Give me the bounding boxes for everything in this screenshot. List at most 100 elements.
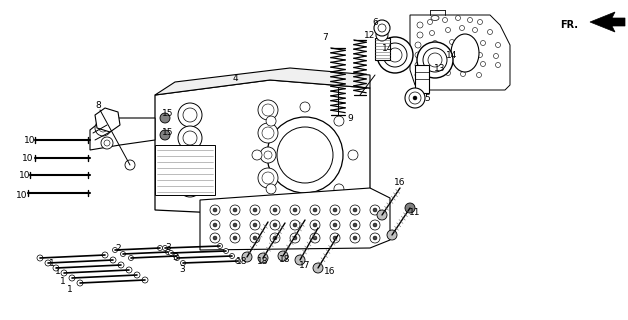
Text: FR.: FR. xyxy=(560,20,578,30)
Circle shape xyxy=(102,252,108,258)
Text: 18: 18 xyxy=(257,258,269,267)
Circle shape xyxy=(430,71,435,76)
Circle shape xyxy=(160,113,170,123)
Circle shape xyxy=(353,208,357,212)
Circle shape xyxy=(262,172,274,184)
Text: 10: 10 xyxy=(16,190,28,199)
Circle shape xyxy=(53,265,59,271)
Text: 15: 15 xyxy=(162,108,174,117)
Circle shape xyxy=(472,28,477,33)
Circle shape xyxy=(258,123,278,143)
Circle shape xyxy=(348,150,358,160)
Circle shape xyxy=(236,259,241,263)
Circle shape xyxy=(158,245,163,251)
Ellipse shape xyxy=(451,34,479,72)
Text: 9: 9 xyxy=(347,114,353,123)
Circle shape xyxy=(210,205,220,215)
Circle shape xyxy=(183,155,197,169)
Circle shape xyxy=(230,205,240,215)
Circle shape xyxy=(110,257,116,263)
Circle shape xyxy=(467,18,472,22)
Circle shape xyxy=(126,267,132,273)
Circle shape xyxy=(415,72,421,78)
Circle shape xyxy=(415,42,421,48)
Circle shape xyxy=(445,28,450,33)
Text: 7: 7 xyxy=(322,33,328,42)
Circle shape xyxy=(405,88,425,108)
Circle shape xyxy=(465,60,470,66)
Circle shape xyxy=(253,208,257,212)
Circle shape xyxy=(495,62,501,68)
Text: 10: 10 xyxy=(22,154,34,163)
Text: 5: 5 xyxy=(424,93,430,102)
Circle shape xyxy=(168,251,173,255)
Circle shape xyxy=(350,205,360,215)
Circle shape xyxy=(415,52,421,58)
Circle shape xyxy=(433,60,438,66)
Circle shape xyxy=(252,150,262,160)
Text: 6: 6 xyxy=(372,18,378,27)
Circle shape xyxy=(270,220,280,230)
Circle shape xyxy=(262,104,274,116)
Text: 1: 1 xyxy=(55,268,61,276)
Circle shape xyxy=(242,252,252,262)
Circle shape xyxy=(61,270,67,276)
Circle shape xyxy=(270,205,280,215)
Circle shape xyxy=(409,92,421,104)
Circle shape xyxy=(213,223,217,227)
Text: 16: 16 xyxy=(324,268,336,276)
Circle shape xyxy=(129,255,134,260)
Circle shape xyxy=(313,236,317,240)
Text: 14: 14 xyxy=(382,44,394,52)
Circle shape xyxy=(134,272,140,278)
Circle shape xyxy=(333,208,337,212)
Circle shape xyxy=(428,20,433,25)
Ellipse shape xyxy=(431,15,439,20)
Text: 3: 3 xyxy=(165,243,171,252)
Circle shape xyxy=(405,203,415,213)
Polygon shape xyxy=(590,12,625,32)
Text: 13: 13 xyxy=(434,63,446,73)
Circle shape xyxy=(180,260,185,266)
Text: 8: 8 xyxy=(95,100,101,109)
Polygon shape xyxy=(155,68,370,95)
Circle shape xyxy=(353,236,357,240)
Circle shape xyxy=(383,43,407,67)
Text: 3: 3 xyxy=(172,253,178,262)
Circle shape xyxy=(465,39,470,44)
Circle shape xyxy=(293,223,297,227)
Circle shape xyxy=(480,41,485,45)
Circle shape xyxy=(373,236,377,240)
Circle shape xyxy=(334,116,344,126)
Circle shape xyxy=(250,205,260,215)
Circle shape xyxy=(455,15,460,20)
Circle shape xyxy=(415,62,421,68)
Circle shape xyxy=(173,253,178,259)
Circle shape xyxy=(413,96,417,100)
Circle shape xyxy=(163,245,168,251)
Circle shape xyxy=(264,151,272,159)
Circle shape xyxy=(69,275,75,281)
Circle shape xyxy=(45,260,51,266)
Circle shape xyxy=(293,208,297,212)
Circle shape xyxy=(229,253,234,259)
Text: 15: 15 xyxy=(162,127,174,137)
Circle shape xyxy=(217,244,222,249)
Polygon shape xyxy=(155,80,370,215)
Circle shape xyxy=(310,233,320,243)
Bar xyxy=(425,62,439,72)
Circle shape xyxy=(373,208,377,212)
Circle shape xyxy=(224,249,229,253)
Circle shape xyxy=(370,233,380,243)
Circle shape xyxy=(423,48,447,72)
Circle shape xyxy=(258,168,278,188)
Circle shape xyxy=(266,184,276,194)
Circle shape xyxy=(480,61,485,67)
Circle shape xyxy=(450,39,455,44)
Polygon shape xyxy=(90,118,155,150)
Circle shape xyxy=(183,178,197,192)
Circle shape xyxy=(266,116,276,126)
Circle shape xyxy=(310,220,320,230)
Circle shape xyxy=(125,160,135,170)
Text: 18: 18 xyxy=(236,258,248,267)
